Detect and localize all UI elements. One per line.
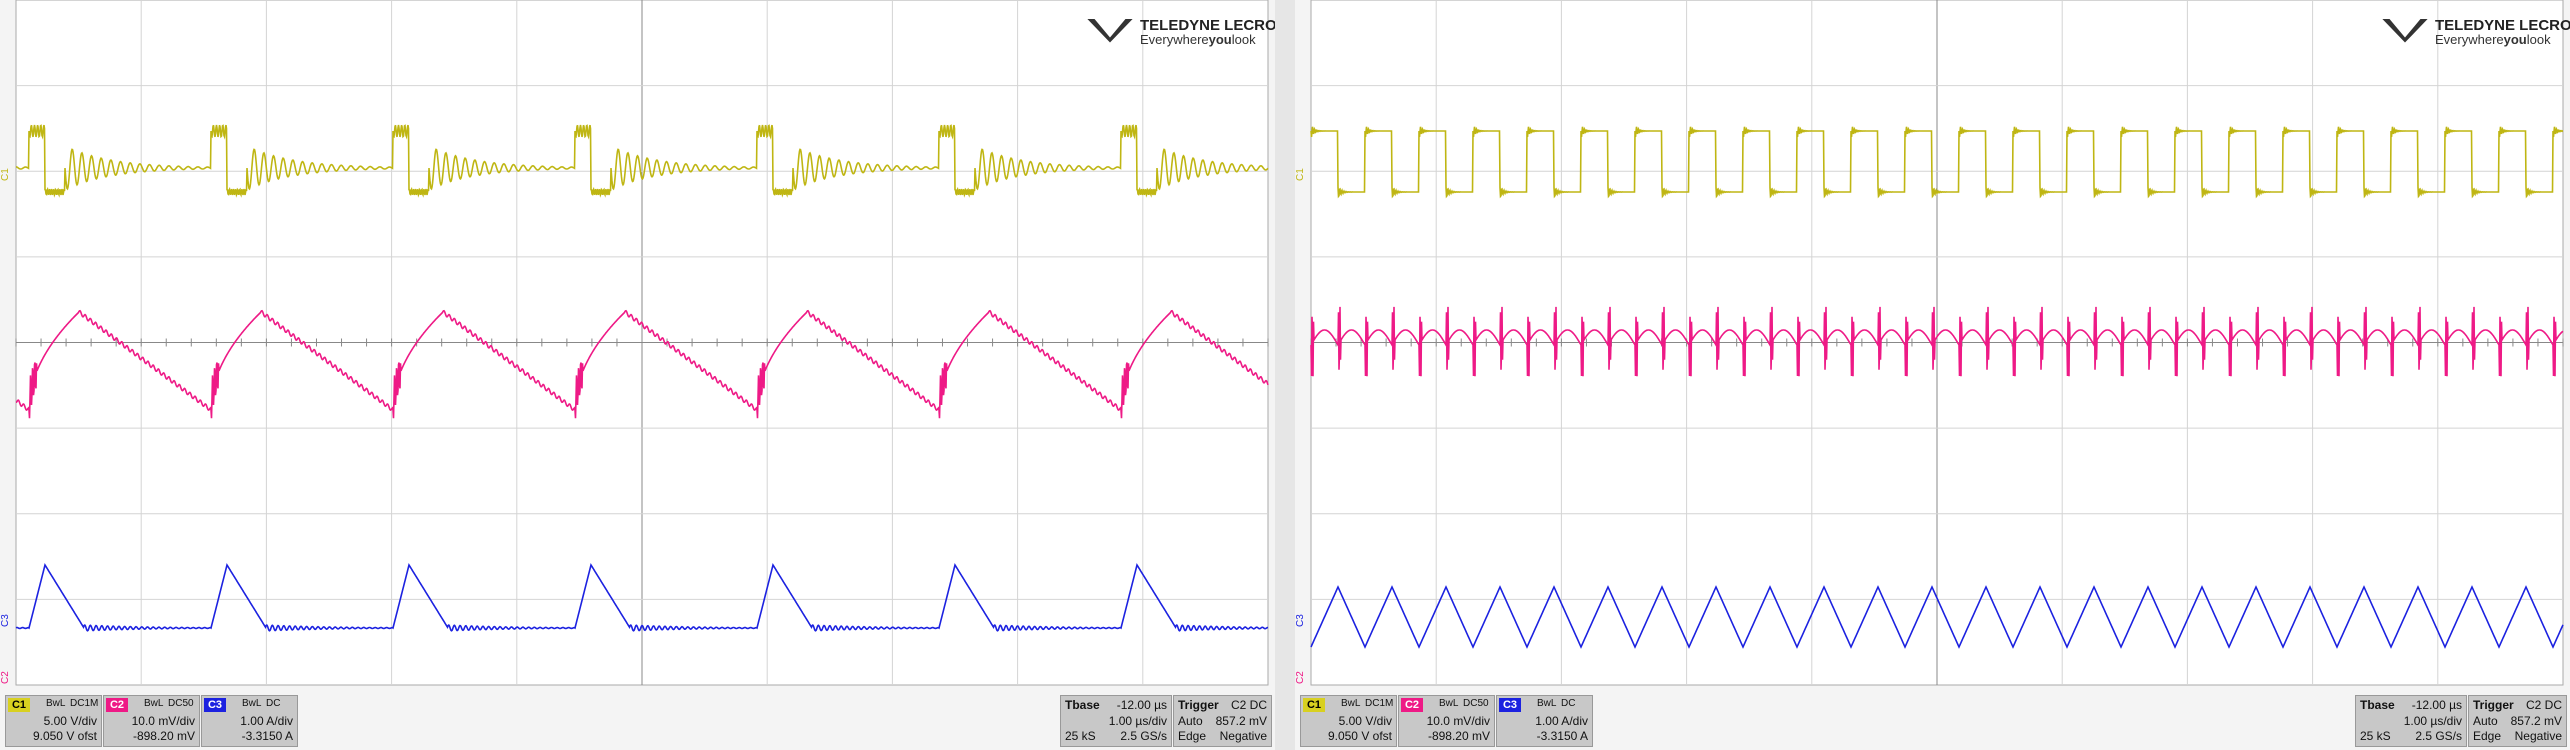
bandwidth: BwL (46, 698, 66, 709)
tagline-word: look (1232, 32, 1256, 47)
sample-count: 25 kS (1065, 729, 1096, 743)
bandwidth: BwL (144, 698, 164, 709)
coupling: DC (266, 698, 281, 709)
offset: 9.050 V ofst (32, 729, 97, 743)
tagline-word: you (2504, 32, 2527, 47)
channel-box: C1 BwL DC1M 5.00 V/div 9.050 V ofst (5, 695, 102, 747)
timebase-label: Tbase (2360, 698, 2395, 712)
bandwidth: BwL (1537, 698, 1557, 709)
scope-panel: TELEDYNE LECROY Everywhereyoulook C1 C2 C3 C1… (1295, 0, 2570, 750)
tagline-word: you (1209, 32, 1232, 47)
tagline-word: look (2527, 32, 2551, 47)
vertical-scale: 5.00 V/div (43, 714, 97, 728)
timebase-label: Tbase (1065, 698, 1100, 712)
channel-marker: C2 (1295, 671, 1306, 684)
waveform (1310, 585, 2564, 649)
channel-tag: C1 (1303, 698, 1325, 712)
channel-box: C2 BwL DC50 10.0 mV/div -898.20 mV (103, 695, 200, 747)
channel-box: C3 BwL DC 1.00 A/div -3.3150 A (1496, 695, 1593, 747)
channel-marker: C2 (0, 671, 11, 684)
sample-rate: 2.5 GS/s (1120, 729, 1167, 743)
bandwidth: BwL (1439, 698, 1459, 709)
sample-rate: 2.5 GS/s (2415, 729, 2462, 743)
waveform (16, 124, 1269, 198)
channel-tag: C3 (204, 698, 226, 712)
logo-brand: TELEDYNE LECROY (2435, 17, 2570, 34)
waveform (15, 562, 1269, 632)
coupling: DC1M (70, 698, 99, 709)
bandwidth: BwL (1341, 698, 1361, 709)
channel-marker: C3 (1295, 614, 1306, 627)
timebase-box: Tbase -12.00 µs 1.00 µs/div 25 kS 2.5 GS/s (2355, 695, 2467, 747)
timebase-delay: -12.00 µs (1116, 698, 1167, 712)
offset: -898.20 mV (132, 729, 195, 743)
vertical-scale: 10.0 mV/div (131, 714, 195, 728)
coupling: DC50 (1463, 698, 1489, 709)
trigger-box: Trigger C2 DC Auto 857.2 mV Edge Negative (1173, 695, 1272, 747)
timebase-scale: 1.00 µs/div (1108, 714, 1167, 728)
trigger-label: Trigger (1178, 698, 1219, 712)
tagline-word: Everywhere (2435, 32, 2504, 47)
channel-marker: C3 (0, 614, 11, 627)
offset: -3.3150 A (241, 729, 293, 743)
logo-icon (2377, 17, 2433, 46)
offset: -898.20 mV (1427, 729, 1490, 743)
bandwidth: BwL (242, 698, 262, 709)
vertical-scale: 10.0 mV/div (1426, 714, 1490, 728)
channel-box: C2 BwL DC50 10.0 mV/div -898.20 mV (1398, 695, 1495, 747)
trigger-slope: Negative (2514, 729, 2562, 743)
waveform (15, 309, 1269, 419)
trigger-mode: Auto (1178, 714, 1203, 728)
logo-tagline: Everywhereyoulook (2435, 32, 2551, 47)
channel-marker: C1 (1295, 168, 1306, 181)
channel-box: C3 BwL DC 1.00 A/div -3.3150 A (201, 695, 298, 747)
scope-panel: TELEDYNE LECROY Everywhereyoulook C1 C2 C3 C1… (0, 0, 1275, 750)
vertical-scale: 1.00 A/div (240, 714, 293, 728)
trigger-type: Edge (2473, 729, 2502, 743)
channel-box: C1 BwL DC1M 5.00 V/div 9.050 V ofst (1300, 695, 1397, 747)
sample-count: 25 kS (2360, 729, 2391, 743)
timebase-delay: -12.00 µs (2411, 698, 2462, 712)
trigger-box: Trigger C2 DC Auto 857.2 mV Edge Negative (2468, 695, 2567, 747)
waveform (1310, 126, 2564, 199)
channel-tag: C2 (1401, 698, 1423, 712)
trigger-level: 857.2 mV (1215, 714, 1267, 728)
channel-tag: C1 (8, 698, 30, 712)
logo-brand: TELEDYNE LECROY (1140, 17, 1275, 34)
tagline-word: Everywhere (1140, 32, 1209, 47)
trigger-type: Edge (1178, 729, 1207, 743)
vertical-scale: 1.00 A/div (1535, 714, 1588, 728)
timebase-box: Tbase -12.00 µs 1.00 µs/div 25 kS 2.5 GS/s (1060, 695, 1172, 747)
coupling: DC (1561, 698, 1576, 709)
trigger-slope: Negative (1219, 729, 1267, 743)
offset: -3.3150 A (1536, 729, 1588, 743)
offset: 9.050 V ofst (1327, 729, 1392, 743)
channel-tag: C2 (106, 698, 128, 712)
coupling: DC1M (1365, 698, 1394, 709)
coupling: DC50 (168, 698, 194, 709)
trigger-source: C2 DC (2525, 698, 2562, 712)
logo-icon (1082, 17, 1138, 46)
channel-marker: C1 (0, 168, 11, 181)
vertical-scale: 5.00 V/div (1338, 714, 1392, 728)
trigger-label: Trigger (2473, 698, 2514, 712)
timebase-scale: 1.00 µs/div (2403, 714, 2462, 728)
channel-tag: C3 (1499, 698, 1521, 712)
trigger-mode: Auto (2473, 714, 2498, 728)
logo-tagline: Everywhereyoulook (1140, 32, 1256, 47)
trigger-source: C2 DC (1230, 698, 1267, 712)
trigger-level: 857.2 mV (2510, 714, 2562, 728)
waveform (1310, 306, 2564, 377)
